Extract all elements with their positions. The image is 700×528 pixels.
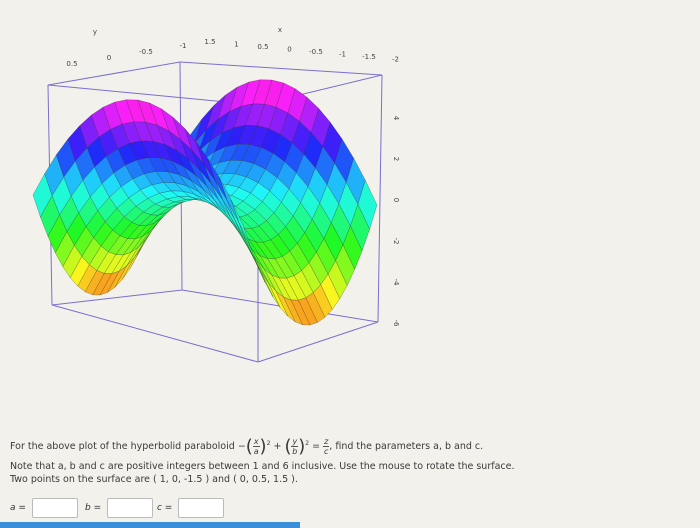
x-tick-label: -1 — [339, 51, 346, 59]
input-group: a = — [10, 498, 78, 518]
input-label: b = — [85, 503, 102, 513]
x-tick-label: 0 — [287, 46, 291, 54]
surface-patch — [327, 260, 348, 300]
z-tick-label: -4 — [392, 279, 400, 287]
formula: = — [312, 441, 321, 452]
surface-patch — [342, 225, 363, 271]
surface-patch — [275, 291, 296, 322]
surface-patch — [312, 284, 333, 318]
formula: + — [273, 441, 282, 452]
formula: b — [292, 447, 298, 456]
axis-label: x — [278, 26, 282, 34]
points-text: Two points on the surface are ( 1, 0, -1… — [10, 474, 298, 485]
formula: − — [237, 441, 246, 452]
surface — [32, 79, 378, 326]
input-group: b = — [85, 498, 154, 518]
formula: 2 — [266, 439, 271, 447]
x-tick-label: -1.5 — [362, 53, 376, 61]
z-tick-label: -2 — [392, 238, 400, 245]
x-tick-label: 1.5 — [204, 38, 215, 46]
surface-patch — [297, 297, 318, 326]
x-tick-label: -2 — [392, 56, 399, 64]
surface-patch — [350, 203, 370, 252]
y-tick-label: 0 — [107, 54, 111, 62]
formula: x — [252, 437, 260, 447]
input-label: c = — [157, 503, 173, 513]
formula: y — [291, 437, 299, 447]
input-c[interactable] — [178, 498, 225, 518]
formula: z — [323, 437, 330, 447]
input-group: c = — [157, 498, 225, 518]
z-tick-label: -6 — [392, 320, 400, 328]
formula: c — [323, 447, 329, 456]
x-tick-label: 1 — [234, 41, 238, 49]
surface-patch — [282, 296, 304, 326]
question-text: , find the parameters a, b and c. — [329, 441, 484, 452]
formula: a — [253, 447, 259, 456]
note-text: Note that a, b and c are positive intege… — [10, 461, 515, 472]
z-tick-label: 0 — [392, 198, 400, 202]
surface-patch — [238, 222, 259, 267]
input-b[interactable] — [107, 498, 154, 518]
axis-label: y — [93, 28, 97, 36]
z-tick-label: 2 — [392, 157, 400, 161]
x-tick-label: -0.5 — [309, 48, 323, 56]
bottom-bar — [0, 522, 300, 528]
y-tick-label: 0.5 — [66, 60, 77, 68]
question-text: For the above plot of the hyperbolid par… — [10, 441, 235, 452]
y-tick-label: -0.5 — [139, 48, 153, 56]
input-a[interactable] — [31, 498, 78, 518]
plot-3d[interactable]: y x z 0.50-0.5-11.510.50-0.5-1-1.5-2420-… — [0, 0, 420, 380]
surface-patch — [290, 299, 311, 326]
formula: 2 — [305, 439, 310, 447]
surface-patch — [357, 179, 378, 230]
input-label: a = — [10, 503, 26, 513]
x-tick-label: 0.5 — [257, 43, 268, 51]
surface-patch — [231, 200, 251, 248]
question-line: For the above plot of the hyperbolid par… — [10, 436, 484, 457]
z-tick-label: 4 — [392, 116, 400, 121]
y-tick-label: -1 — [180, 42, 187, 50]
